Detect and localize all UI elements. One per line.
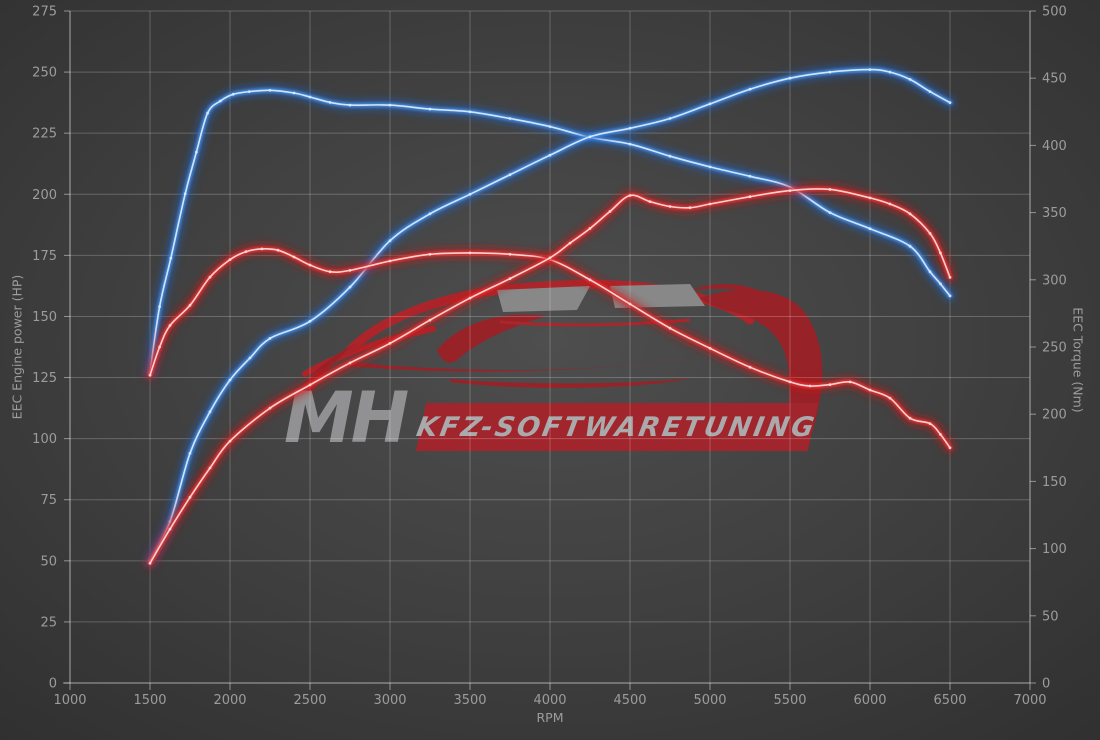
left-axis-title: EEC Engine power (HP) (9, 274, 25, 420)
x-tick-label: 5000 (693, 693, 726, 708)
tick-labels: 0 25 50 75 100 125 150 175 200 225 250 275 0 50 100 150… (32, 5, 1067, 709)
y-left-tick-label: 125 (32, 371, 57, 386)
y-left-tick-label: 250 (32, 66, 57, 81)
y-right-tick-label: 50 (1042, 609, 1059, 624)
y-right-tick-label: 400 (1042, 139, 1067, 154)
series-red_torque (144, 243, 956, 454)
series-blue_power-markers (148, 68, 952, 563)
x-tick-label: 6000 (853, 693, 886, 708)
x-tick-label: 4500 (613, 693, 646, 708)
x-tick-label: 5500 (773, 693, 806, 708)
y-right-tick-label: 100 (1042, 542, 1067, 557)
y-right-tick-label: 0 (1042, 677, 1050, 692)
y-right-tick-label: 250 (1042, 341, 1067, 356)
y-left-tick-label: 225 (32, 127, 57, 142)
y-left-tick-label: 275 (32, 5, 57, 20)
y-right-tick-label: 450 (1042, 72, 1067, 87)
y-left-tick-label: 0 (49, 677, 57, 692)
right-axis-title: EEC Torque (Nm) (1070, 307, 1086, 413)
series-blue_power (144, 64, 956, 567)
x-tick-label: 3000 (373, 693, 406, 708)
x-tick-label: 6500 (933, 693, 966, 708)
y-left-tick-label: 200 (32, 188, 57, 203)
x-tick-label: 3500 (453, 693, 486, 708)
y-left-tick-label: 175 (32, 249, 57, 264)
y-left-tick-label: 50 (40, 554, 57, 569)
series-red_power-markers (148, 188, 952, 565)
y-left-tick-label: 25 (40, 615, 57, 630)
series-red_torque-markers (148, 247, 952, 450)
x-tick-label: 2000 (213, 693, 246, 708)
y-right-tick-label: 500 (1042, 5, 1067, 20)
axes (63, 10, 1036, 690)
y-right-tick-label: 350 (1042, 206, 1067, 221)
watermark-mh-text: MH (284, 377, 409, 459)
y-left-tick-label: 75 (40, 493, 57, 508)
x-axis-title: RPM (536, 710, 564, 725)
y-left-tick-label: 150 (32, 310, 57, 325)
x-tick-label: 2500 (293, 693, 326, 708)
y-left-tick-label: 100 (32, 432, 57, 447)
series-red_power (144, 183, 956, 569)
y-right-tick-label: 200 (1042, 408, 1067, 423)
y-right-tick-label: 300 (1042, 273, 1067, 288)
x-tick-label: 1500 (133, 693, 166, 708)
x-tick-label: 7000 (1013, 693, 1046, 708)
x-tick-label: 4000 (533, 693, 566, 708)
y-right-tick-label: 150 (1042, 475, 1067, 490)
x-tick-label: 1000 (53, 693, 86, 708)
